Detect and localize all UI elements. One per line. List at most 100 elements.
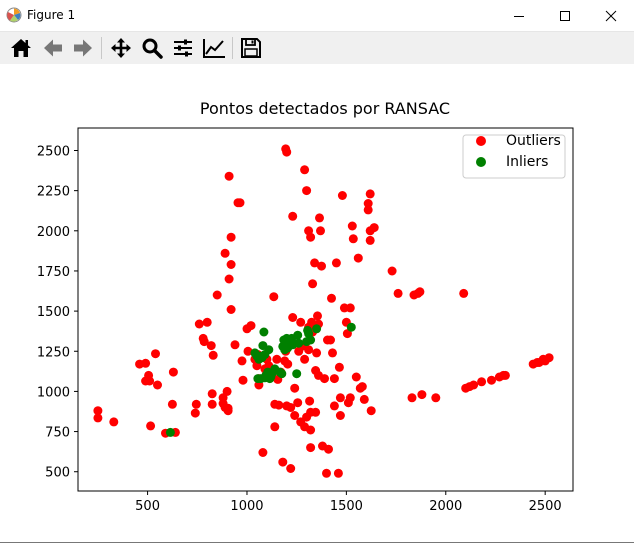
window-title: Figure 1: [27, 8, 76, 22]
y-tick-label: 1250: [37, 345, 70, 360]
data-point-outliers: [246, 321, 256, 331]
legend-label-inliers: Inliers: [506, 154, 548, 170]
data-point-outliers: [272, 354, 282, 364]
save-button[interactable]: [238, 35, 264, 61]
data-point-outliers: [329, 374, 339, 384]
data-points: [93, 144, 554, 478]
data-point-outliers: [167, 399, 177, 409]
chart-title: Pontos detectados por RANSAC: [200, 99, 450, 118]
data-point-inliers: [346, 322, 356, 332]
subplots-button[interactable]: [170, 35, 196, 61]
data-point-outliers: [300, 165, 310, 175]
figure-canvas[interactable]: Pontos detectados por RANSAC 500 1000 1500…: [0, 64, 634, 542]
data-point-outliers: [293, 398, 303, 408]
data-point-outliers: [191, 399, 201, 409]
data-point-outliers: [329, 401, 339, 411]
data-point-outliers: [307, 317, 317, 327]
data-point-outliers: [365, 189, 375, 199]
home-button[interactable]: [8, 35, 34, 61]
data-point-outliers: [320, 374, 329, 384]
data-point-outliers: [544, 353, 554, 363]
data-point-outliers: [230, 340, 240, 350]
y-tick-label: 2000: [37, 225, 70, 240]
data-point-outliers: [290, 383, 300, 393]
data-point-outliers: [306, 232, 316, 242]
data-point-outliers: [235, 198, 245, 208]
forward-button[interactable]: [70, 35, 96, 61]
y-tick-label: 1500: [37, 305, 70, 320]
data-point-inliers: [306, 335, 316, 345]
data-point-outliers: [304, 345, 314, 355]
data-point-outliers: [274, 400, 284, 410]
x-tick-label: 500: [135, 499, 160, 514]
data-point-outliers: [310, 258, 320, 268]
edit-axis-button[interactable]: [201, 35, 227, 61]
legend: Outliers Inliers: [462, 133, 566, 179]
data-point-outliers: [278, 457, 288, 467]
axis-ticks: 500 1000 1500 2000 2500 500 750 1000 1250 1500 175…: [37, 144, 562, 514]
axes-frame: [77, 127, 574, 492]
data-point-outliers: [351, 372, 361, 382]
zoom-icon: [142, 38, 163, 59]
data-point-outliers: [290, 411, 300, 420]
chart-line-icon: [203, 39, 225, 58]
data-point-outliers: [315, 213, 324, 223]
data-point-outliers: [357, 382, 367, 392]
data-point-outliers: [93, 413, 103, 423]
home-icon: [11, 39, 31, 57]
data-point-outliers: [93, 406, 103, 416]
data-point-outliers: [153, 380, 162, 390]
data-point-outliers: [269, 292, 279, 302]
close-button[interactable]: [588, 0, 634, 31]
legend-label-outliers: Outliers: [506, 133, 561, 149]
data-point-outliers: [311, 407, 321, 417]
data-point-outliers: [109, 417, 119, 427]
data-point-outliers: [199, 337, 209, 347]
data-point-outliers: [258, 448, 268, 457]
series-inliers: [165, 322, 356, 437]
data-point-outliers: [312, 348, 322, 358]
data-point-outliers: [224, 171, 234, 181]
data-point-outliers: [348, 234, 358, 244]
floppy-disk-icon: [241, 38, 261, 58]
data-point-outliers: [328, 348, 337, 358]
y-tick-label: 750: [45, 426, 70, 441]
data-point-outliers: [387, 266, 397, 276]
arrow-left-icon: [44, 39, 62, 57]
data-point-outliers: [313, 311, 322, 321]
minimize-icon: [514, 15, 524, 17]
data-point-outliers: [393, 288, 403, 298]
y-tick-label: 1750: [37, 265, 70, 280]
legend-marker-inliers: [476, 157, 486, 167]
zoom-button[interactable]: [139, 35, 165, 61]
minimize-button[interactable]: [496, 0, 542, 31]
data-point-outliers: [316, 226, 325, 236]
data-point-outliers: [283, 359, 293, 369]
data-point-inliers: [293, 330, 303, 340]
maximize-button[interactable]: [542, 0, 588, 31]
data-point-outliers: [317, 261, 326, 271]
x-tick-label: 1500: [330, 499, 363, 514]
data-point-outliers: [305, 396, 315, 406]
data-point-outliers: [363, 205, 373, 215]
data-point-outliers: [477, 377, 487, 387]
data-point-outliers: [237, 356, 247, 366]
scatter-plot: Pontos detectados por RANSAC 500 1000 1500…: [37, 99, 574, 514]
data-point-outliers: [141, 358, 151, 368]
y-tick-label: 2500: [37, 144, 70, 159]
data-point-outliers: [308, 279, 318, 289]
data-point-outliers: [223, 406, 233, 416]
toolbar-separator: [101, 37, 102, 59]
data-point-outliers: [222, 386, 232, 396]
data-point-outliers: [300, 354, 310, 364]
pan-button[interactable]: [108, 35, 134, 61]
maximize-icon: [560, 10, 570, 21]
y-tick-label: 500: [45, 466, 70, 481]
data-point-outliers: [327, 293, 336, 303]
data-point-outliers: [487, 375, 496, 385]
data-point-outliers: [206, 341, 216, 351]
data-point-outliers: [145, 376, 155, 386]
data-point-outliers: [220, 248, 230, 258]
back-button[interactable]: [40, 35, 66, 61]
data-point-outliers: [335, 393, 345, 403]
